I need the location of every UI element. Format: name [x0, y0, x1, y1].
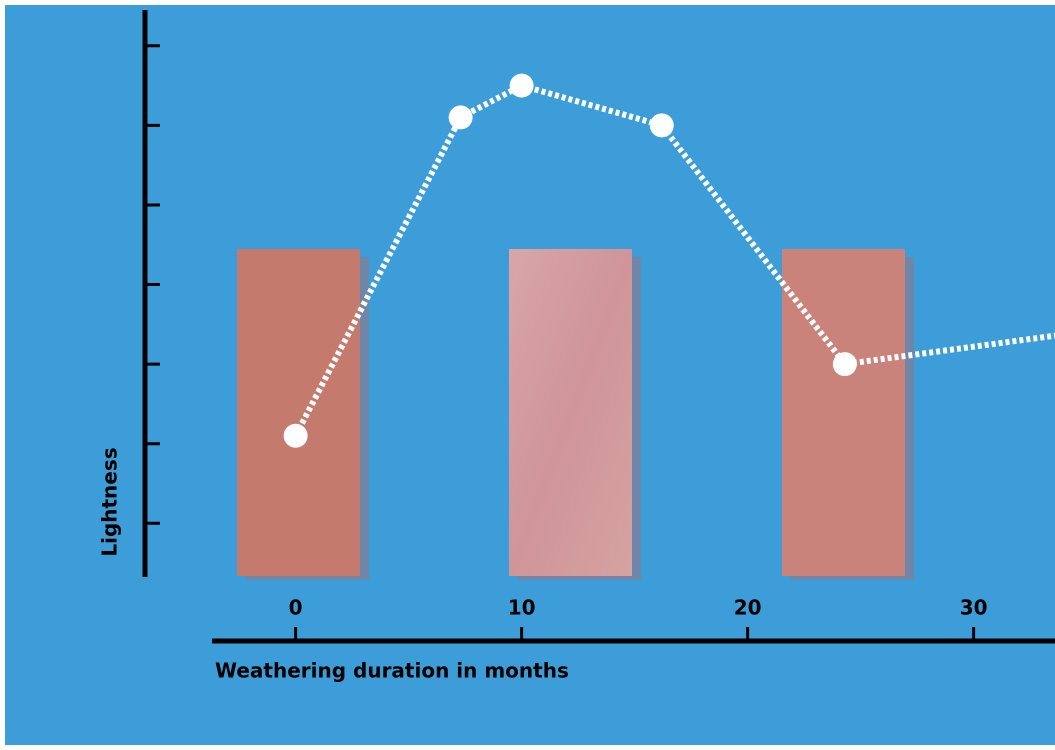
- x-axis-label: Weathering duration in months: [215, 659, 569, 683]
- y-axis-label: Lightness: [98, 447, 122, 556]
- x-tick-label: 0: [289, 596, 303, 620]
- x-tick-label: 30: [960, 596, 988, 620]
- data-point: [448, 105, 473, 130]
- x-tick-label: 10: [508, 596, 536, 620]
- data-point: [283, 423, 308, 448]
- data-point: [832, 352, 857, 377]
- plot-area: [283, 73, 1055, 448]
- swatch: [237, 249, 360, 576]
- data-point: [509, 73, 534, 98]
- sample-swatches: [237, 249, 914, 580]
- x-tick-label: 20: [734, 596, 762, 620]
- swatch: [509, 249, 632, 576]
- swatch: [782, 249, 905, 576]
- data-point: [649, 113, 674, 138]
- data-line: [292, 82, 1055, 438]
